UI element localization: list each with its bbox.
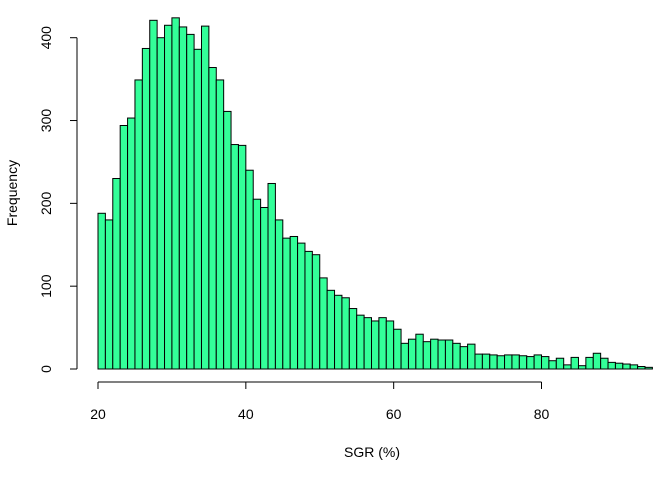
histogram-bar [164, 24, 173, 370]
y-tick-label: 400 [38, 26, 54, 50]
histogram-bar [326, 289, 336, 370]
histogram-bar [541, 356, 550, 370]
histogram-bar [282, 237, 291, 370]
histogram-bar [555, 357, 565, 370]
histogram-bar [230, 144, 239, 370]
histogram-bars [97, 17, 653, 370]
x-axis: 20 40 60 80 [90, 381, 550, 422]
histogram-bar [260, 206, 269, 370]
y-tick-label: 0 [38, 365, 54, 373]
histogram-bar [119, 125, 129, 370]
histogram-bar [200, 25, 210, 370]
histogram-bar [97, 212, 106, 370]
x-tick-label: 20 [90, 406, 106, 422]
y-tick-label: 300 [38, 109, 54, 133]
histogram-bar [134, 79, 143, 370]
histogram-bar [393, 328, 402, 370]
histogram-bar [311, 254, 321, 370]
histogram-bar [481, 353, 491, 370]
histogram-bar [341, 297, 350, 370]
histogram-bar [356, 314, 365, 370]
histogram-bar [171, 17, 180, 370]
histogram-bar [297, 242, 306, 370]
histogram-bar [334, 294, 343, 370]
histogram-bar [237, 144, 247, 370]
x-axis-title: SGR (%) [344, 444, 400, 460]
y-axis-title: Frequency [4, 160, 20, 226]
histogram-bar [644, 366, 653, 370]
histogram-bar [600, 357, 609, 370]
histogram-bar [289, 235, 299, 370]
histogram-bar [467, 343, 476, 370]
histogram-bar [526, 356, 535, 370]
histogram-bar [141, 47, 151, 370]
histogram-bar [637, 366, 646, 370]
histogram-bar [614, 362, 624, 370]
histogram-bar [186, 33, 195, 370]
histogram-bar [474, 353, 483, 370]
histogram-bar [511, 354, 520, 370]
x-tick-label: 60 [386, 406, 402, 422]
histogram-bar [518, 355, 528, 370]
histogram-bar [452, 342, 461, 370]
histogram-bar [585, 356, 594, 370]
x-tick-label: 80 [534, 406, 550, 422]
histogram-bar [548, 360, 557, 370]
histogram-bar [252, 198, 262, 370]
histogram-bar [178, 26, 188, 370]
y-tick-label: 100 [38, 274, 54, 298]
y-axis: 0 100 200 300 400 [38, 26, 78, 373]
histogram-bar [407, 338, 417, 370]
histogram-bar [415, 333, 424, 370]
histogram-bar [371, 320, 380, 370]
histogram-bar [592, 352, 602, 370]
histogram-bar [444, 339, 454, 370]
histogram-bar [112, 178, 121, 370]
histogram-bar [629, 364, 639, 370]
histogram-bar [149, 19, 158, 370]
histogram-bar [348, 308, 358, 370]
histogram-bar [577, 365, 587, 370]
histogram-bar [156, 37, 166, 370]
histogram-bar [208, 67, 217, 370]
histogram-bar [570, 356, 579, 370]
histogram-bar [104, 219, 114, 370]
histogram-bar [378, 317, 387, 370]
histogram-bar [304, 250, 313, 370]
histogram-bar [400, 342, 409, 370]
histogram-bar [363, 317, 372, 370]
histogram-bar [223, 110, 232, 370]
histogram-bar [274, 219, 284, 370]
histogram-bar [319, 277, 328, 370]
y-tick-label: 200 [38, 191, 54, 215]
histogram-bar [622, 363, 631, 370]
histogram-bar [422, 341, 432, 370]
histogram-bar [489, 354, 498, 370]
histogram-bar [245, 169, 254, 370]
histogram-bar [193, 48, 202, 370]
histogram-bar [504, 354, 513, 370]
histogram-bar [430, 338, 439, 370]
x-tick-label: 40 [238, 406, 254, 422]
histogram-bar [496, 355, 506, 370]
histogram-bar [385, 320, 395, 370]
histogram-bar [215, 79, 225, 370]
histogram-bar [533, 354, 543, 370]
histogram-bar [267, 182, 276, 370]
histogram-bar [127, 117, 136, 370]
histogram-bar [459, 346, 469, 370]
histogram-bar [437, 339, 446, 370]
histogram-bar [607, 361, 616, 370]
histogram-bar [563, 364, 572, 370]
